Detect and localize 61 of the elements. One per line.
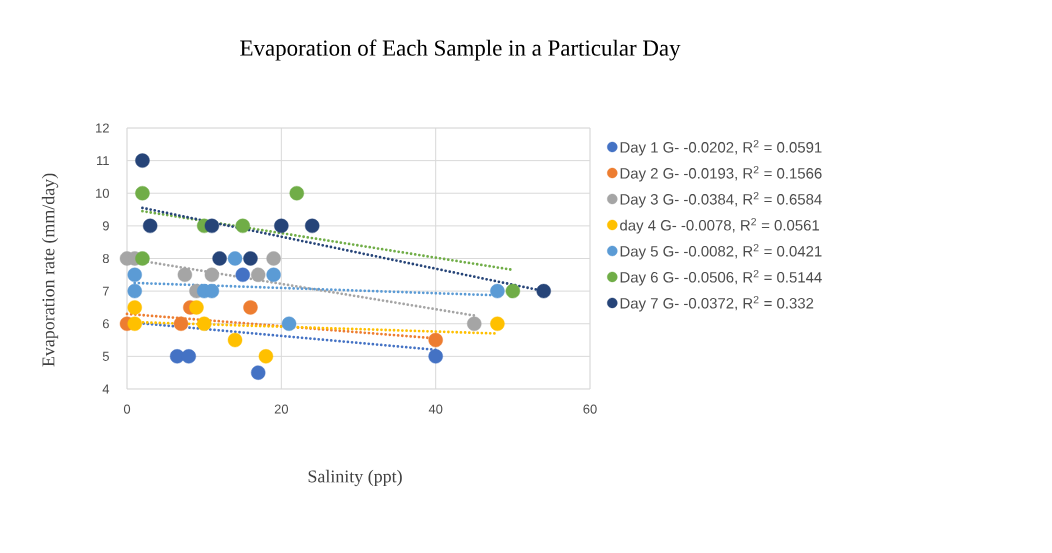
x-axis-title: Salinity (ppt) [308,469,402,487]
chart-title: Evaporation of Each Sample in a Particular Day [240,39,681,61]
point [235,267,250,282]
point [243,251,258,266]
legend-label: Day 5 G- -0.0082, R$^{2}$ = 0.0421 [620,243,822,260]
point [490,283,505,299]
point [127,283,142,299]
y-tick-label: 6 [102,319,109,329]
point [536,283,551,299]
y-tick-label: 8 [102,253,109,264]
x-tick-label: 20 [274,404,289,414]
point [505,283,521,299]
point [204,267,220,282]
legend-label: Day 3 G- -0.0384, R$^{2}$ = 0.6584 [620,191,822,208]
point [196,316,212,331]
point [274,218,289,234]
y-tick-label: 4 [102,384,110,394]
point [177,267,193,282]
point [235,218,250,234]
y-axis-title: Evaporation rate (mm/day) [41,173,59,367]
y-tick-label: 11 [97,156,109,166]
y-tick-label: 5 [102,351,109,361]
legend-label: Day 1 G- -0.0202, R$^{2}$ = 0.0591 [620,140,822,156]
y-tick-label: 10 [96,188,109,198]
point [189,300,204,315]
point [227,332,243,348]
point [428,349,443,364]
legend-label: Day 7 G- -0.0372, R$^{2}$ = 0.332 [620,295,814,312]
x-tick-label: 40 [428,404,443,414]
point [127,267,142,282]
x-tick-label: 60 [583,404,597,414]
point [127,316,142,331]
y-tick-label: 9 [102,221,109,231]
y-tick-label: 7 [102,286,109,296]
point [142,218,158,234]
point [135,186,150,201]
point [467,316,482,331]
point [243,300,258,315]
legend-label: day 4 G- -0.0078, R$^{2}$ = 0.0561 [620,217,820,234]
point [181,349,196,364]
point [266,267,281,282]
point [135,251,150,266]
point [250,365,266,380]
point [250,267,266,282]
legend-label: Day 6 G- -0.0506, R$^{2}$ = 0.5144 [620,269,822,286]
point [227,251,243,266]
legend-label: Day 2 G- -0.0193, R$^{2}$ = 0.1566 [620,166,822,182]
point [135,153,150,168]
point [258,349,274,364]
point [204,218,220,234]
point [212,251,227,266]
point [173,316,189,331]
point [490,316,505,331]
point [305,218,320,234]
point [428,332,443,348]
point [281,316,297,331]
x-tick-label: 0 [123,404,131,414]
point [127,300,142,315]
point [266,251,281,266]
point [289,186,304,201]
y-tick-label: 12 [96,123,109,133]
